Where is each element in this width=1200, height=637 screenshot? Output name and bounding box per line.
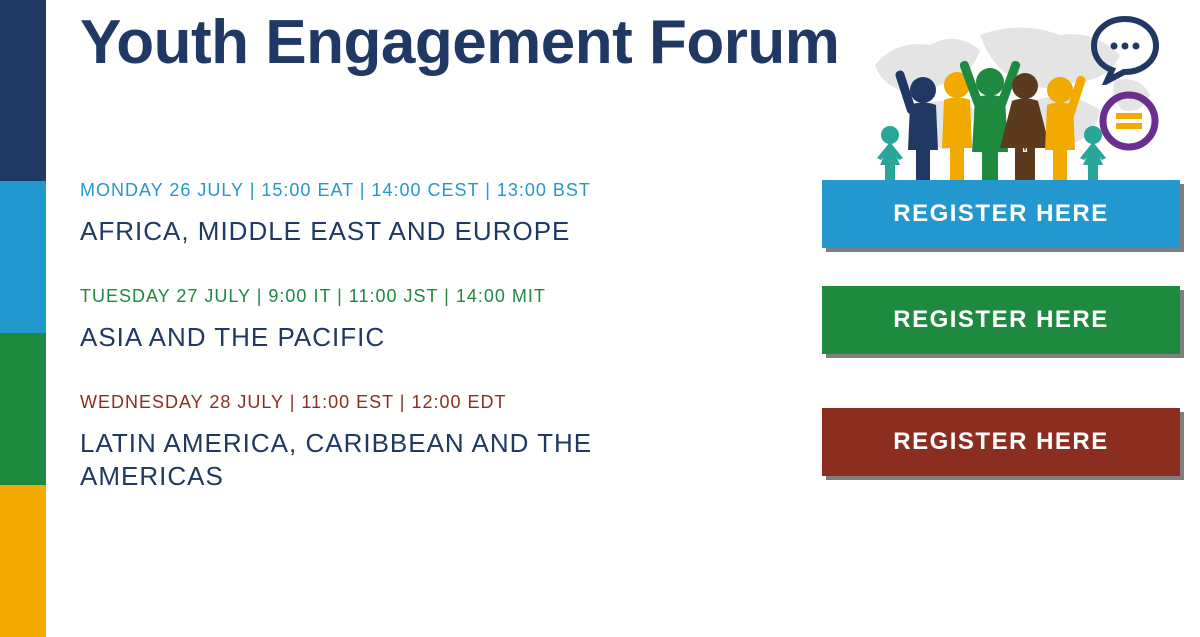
event-time-3: WEDNESDAY 28 JULY | 11:00 EST | 12:00 ED… — [80, 392, 782, 413]
event-name-1: AFRICA, MIDDLE EAST AND EUROPE — [80, 215, 782, 248]
event-time-2: TUESDAY 27 JULY | 9:00 IT | 11:00 JST | … — [80, 286, 782, 307]
person-child-left — [877, 126, 903, 180]
register-button-3[interactable]: REGISTER HERE — [822, 408, 1180, 476]
register-button-1[interactable]: REGISTER HERE — [822, 180, 1180, 248]
event-info-1: MONDAY 26 JULY | 15:00 EAT | 14:00 CEST … — [80, 180, 782, 248]
event-time-1: MONDAY 26 JULY | 15:00 EAT | 14:00 CEST … — [80, 180, 782, 201]
register-button-2[interactable]: REGISTER HERE — [822, 286, 1180, 354]
main-content: Youth Engagement Forum — [80, 10, 1180, 617]
person-adult-1 — [894, 70, 938, 180]
sidebar-stripe-4 — [0, 485, 46, 637]
event-info-3: WEDNESDAY 28 JULY | 11:00 EST | 12:00 ED… — [80, 392, 782, 492]
forum-illustration — [860, 10, 1160, 180]
speech-bubble-icon — [1090, 15, 1160, 85]
event-name-2: ASIA AND THE PACIFIC — [80, 321, 782, 354]
event-name-3: LATIN AMERICA, CARIBBEAN AND THE AMERICA… — [80, 427, 600, 492]
header-row: Youth Engagement Forum — [80, 10, 1180, 180]
event-row-1: MONDAY 26 JULY | 15:00 EAT | 14:00 CEST … — [80, 180, 1180, 248]
page-title: Youth Engagement Forum — [80, 10, 839, 75]
person-adult-5 — [1045, 75, 1087, 180]
sidebar-stripes — [0, 0, 46, 627]
event-row-2: TUESDAY 27 JULY | 9:00 IT | 11:00 JST | … — [80, 286, 1180, 354]
equals-badge-icon — [1098, 90, 1160, 152]
events-list: MONDAY 26 JULY | 15:00 EAT | 14:00 CEST … — [80, 180, 1180, 492]
sidebar-stripe-1 — [0, 0, 46, 181]
sidebar-stripe-2 — [0, 181, 46, 333]
event-info-2: TUESDAY 27 JULY | 9:00 IT | 11:00 JST | … — [80, 286, 782, 354]
person-adult-2 — [942, 72, 972, 180]
people-icon — [875, 30, 1115, 180]
event-row-3: WEDNESDAY 28 JULY | 11:00 EST | 12:00 ED… — [80, 392, 1180, 492]
sidebar-stripe-3 — [0, 333, 46, 485]
